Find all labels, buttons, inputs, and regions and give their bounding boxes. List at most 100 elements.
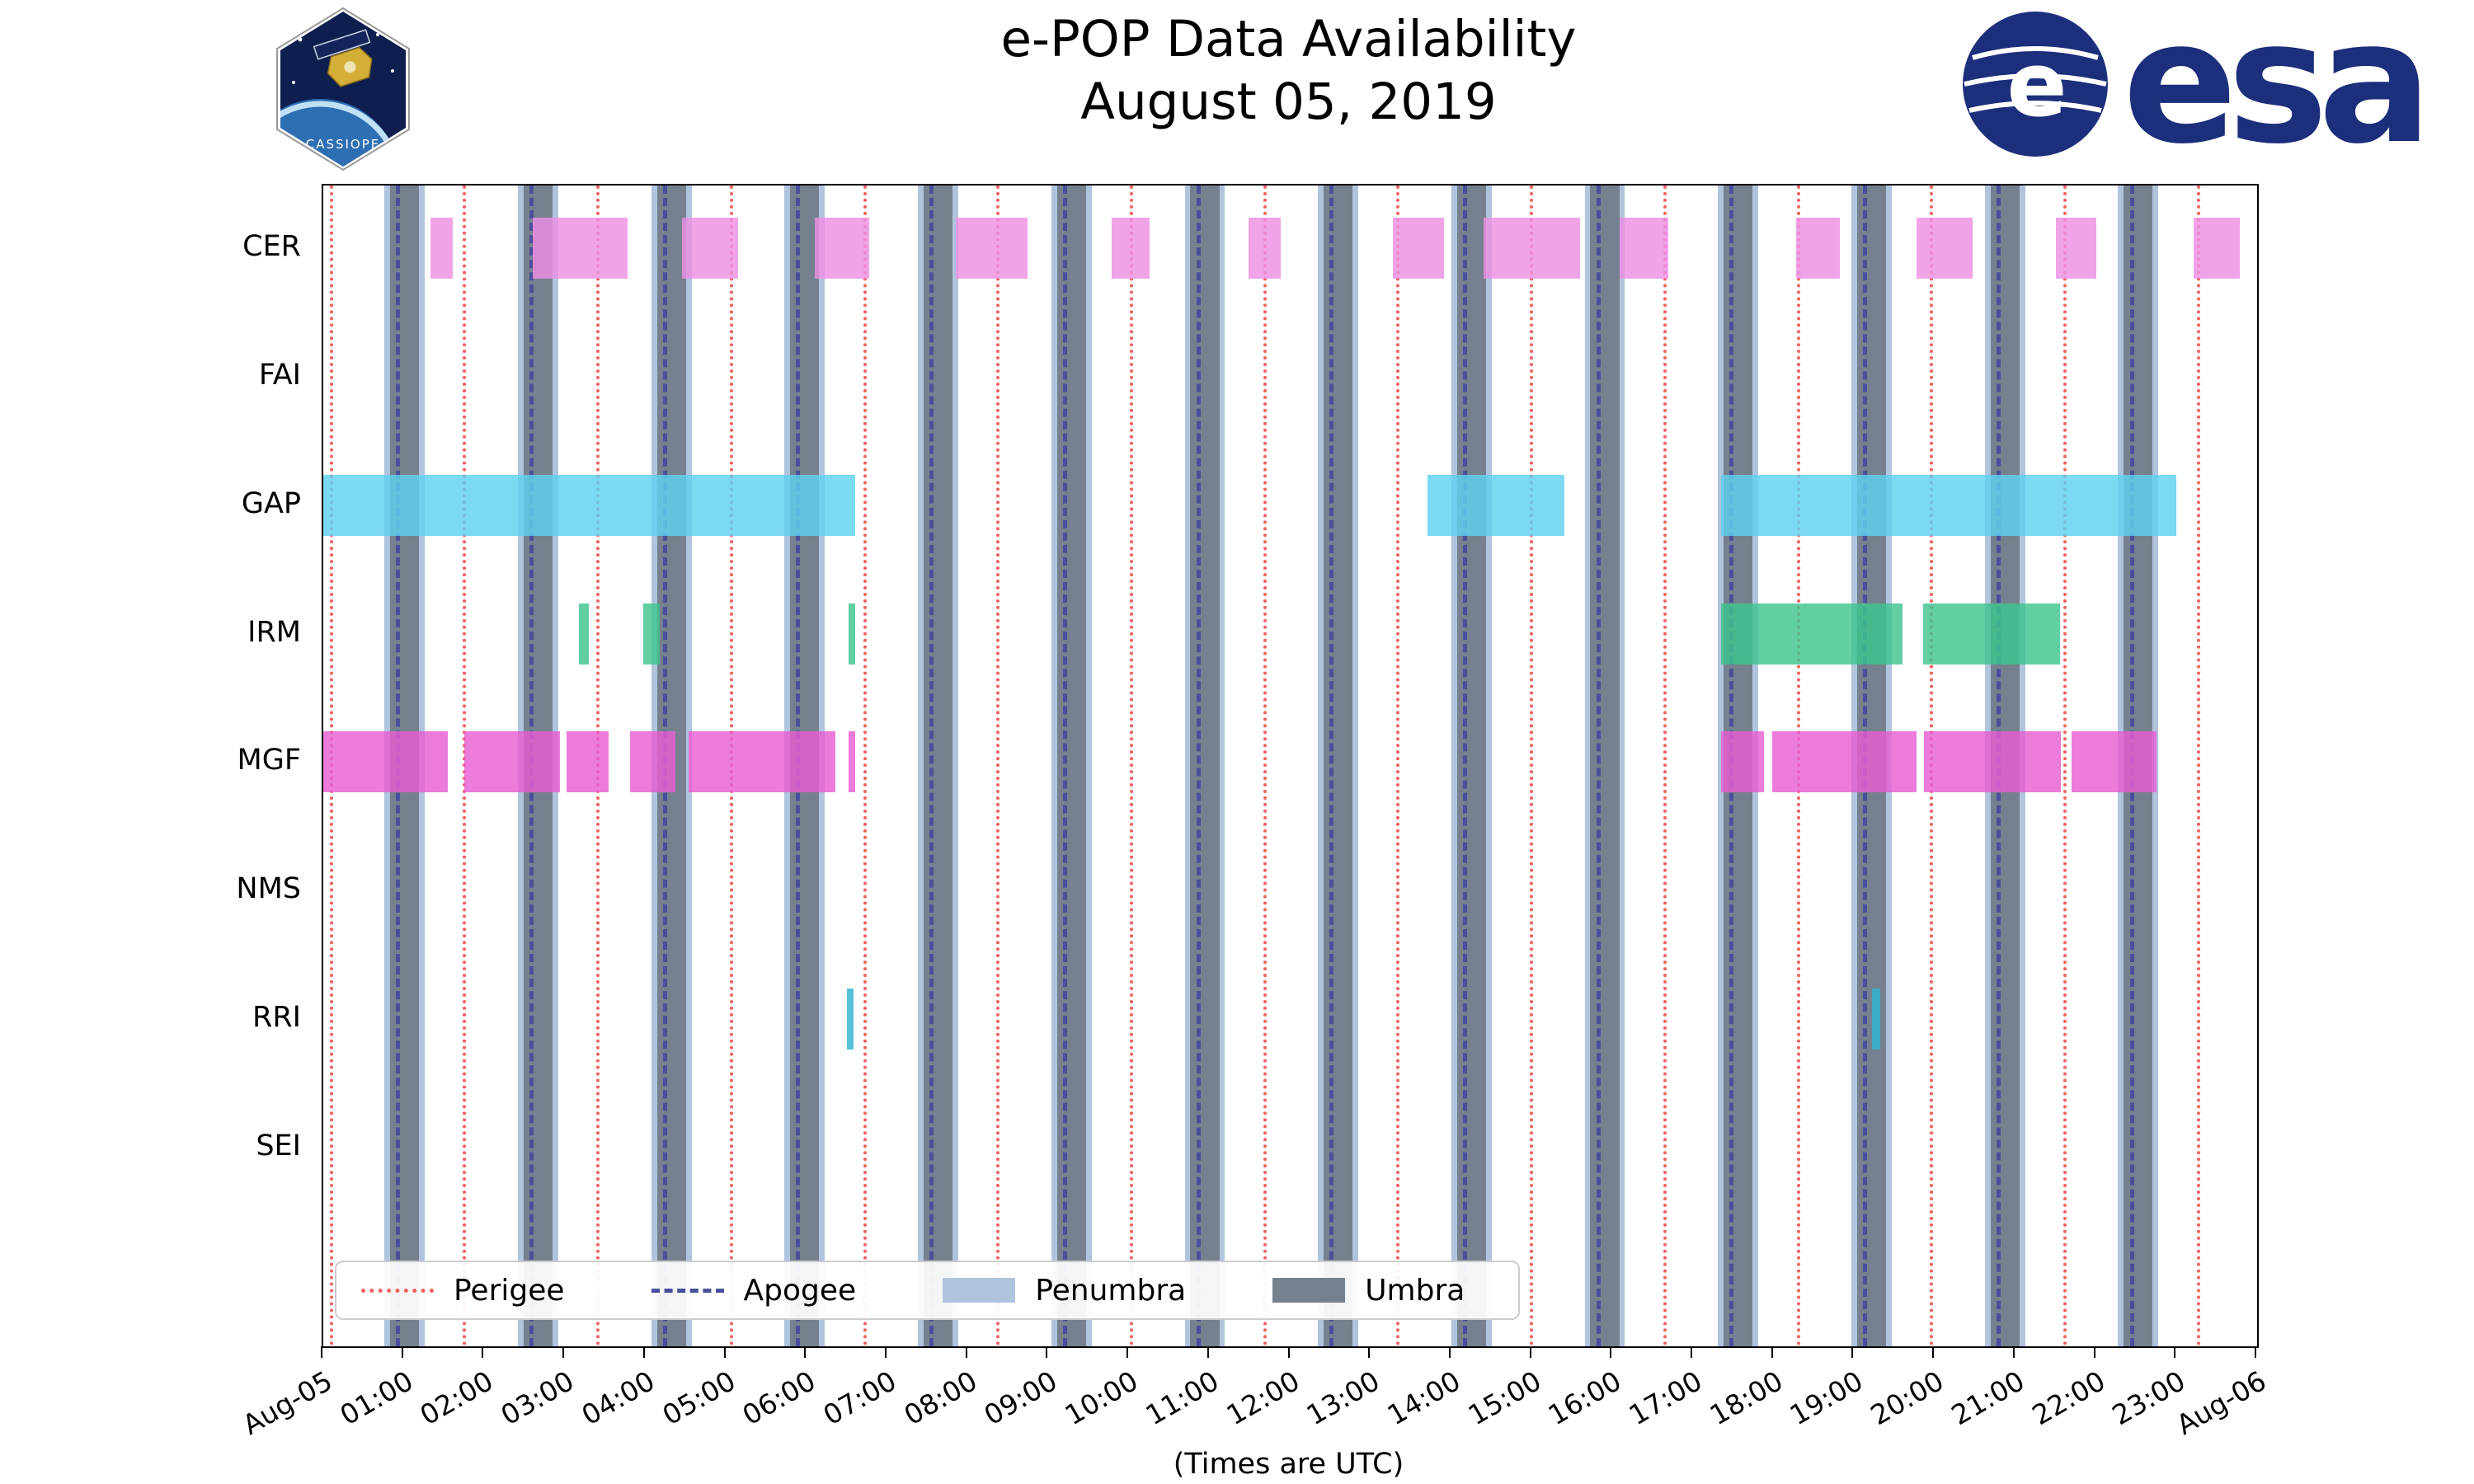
data-bar-mgf — [323, 731, 449, 793]
x-tick-mark — [321, 1346, 322, 1358]
data-bar-cer — [2055, 217, 2096, 279]
x-tick-mark — [884, 1346, 887, 1358]
x-tick-mark — [1932, 1346, 1935, 1358]
x-tick-mark — [2093, 1346, 2095, 1358]
perigee-line — [1396, 186, 1400, 1346]
perigee-line — [996, 186, 1000, 1346]
chart-title: e-POP Data Availability — [1000, 10, 1577, 68]
apogee-line — [1196, 186, 1201, 1346]
umbra-band — [1590, 186, 1620, 1346]
data-bar-cer — [681, 217, 739, 279]
data-bar-cer — [533, 217, 628, 279]
apogee-line — [1596, 186, 1601, 1346]
legend-label: Apogee — [743, 1273, 857, 1308]
apogee-line — [1463, 186, 1468, 1346]
data-bar-gap — [323, 474, 855, 536]
data-bar-cer — [1796, 217, 1840, 279]
plot-area: Perigee Apogee Penumbra Umbra — [322, 184, 2259, 1348]
y-tick-label-irm: IRM — [247, 615, 301, 649]
legend-swatch-perigee — [361, 1288, 434, 1293]
legend-swatch-umbra — [1272, 1278, 1346, 1303]
chart-subtitle: August 05, 2019 — [1080, 73, 1497, 132]
legend-swatch-penumbra — [943, 1278, 1016, 1303]
data-bar-cer — [1392, 217, 1445, 279]
x-tick-mark — [401, 1346, 403, 1358]
x-tick-mark — [1771, 1346, 1773, 1358]
data-bar-irm — [1721, 603, 1903, 665]
legend-item-penumbra: Penumbra — [943, 1274, 1186, 1308]
legend-item-umbra: Umbra — [1272, 1274, 1465, 1308]
y-tick-label-fai: FAI — [258, 358, 301, 392]
chart-title-block: e-POP Data Availability August 05, 2019 — [322, 8, 2255, 134]
umbra-band — [1456, 186, 1486, 1346]
data-bar-cer — [815, 217, 870, 279]
perigee-line — [2062, 186, 2067, 1346]
data-bar-rri — [847, 989, 854, 1050]
x-tick-mark — [1368, 1346, 1371, 1358]
x-tick-mark — [723, 1346, 726, 1358]
x-tick-mark — [1529, 1346, 1531, 1358]
legend-swatch-apogee — [651, 1288, 724, 1293]
perigee-line — [863, 186, 867, 1346]
x-tick-mark — [1610, 1346, 1612, 1358]
data-bar-mgf — [630, 731, 675, 793]
y-tick-label-gap: GAP — [241, 486, 301, 520]
esa-globe-icon: e — [1963, 12, 2108, 157]
data-bar-cer — [430, 217, 454, 279]
x-tick-mark — [1046, 1346, 1048, 1358]
esa-wordmark: esa — [2123, 0, 2432, 181]
x-tick-mark — [1851, 1346, 1854, 1358]
x-tick-mark — [2174, 1346, 2176, 1358]
perigee-line — [1263, 186, 1267, 1346]
data-bar-mgf — [1771, 731, 1917, 793]
data-bar-irm — [578, 603, 590, 665]
data-bar-mgf — [567, 731, 609, 793]
y-tick-label-nms: NMS — [236, 872, 301, 906]
y-tick-label-mgf: MGF — [237, 744, 301, 777]
perigee-line — [1530, 186, 1534, 1346]
legend-label: Penumbra — [1035, 1273, 1187, 1308]
legend: Perigee Apogee Penumbra Umbra — [335, 1261, 1520, 1320]
data-bar-gap — [1427, 474, 1564, 536]
data-bar-irm — [1922, 603, 2060, 665]
umbra-band — [923, 186, 953, 1346]
apogee-line — [929, 186, 934, 1346]
x-tick-mark — [1126, 1346, 1129, 1358]
data-bar-irm — [642, 603, 661, 665]
cassiope-patch-icon: CASSIOPE — [276, 7, 410, 171]
data-bar-cer — [1248, 217, 1281, 279]
y-tick-label-rri: RRI — [252, 1001, 301, 1035]
y-tick-label-sei: SEI — [256, 1129, 301, 1163]
legend-label: Umbra — [1365, 1273, 1465, 1308]
x-tick-mark — [482, 1346, 484, 1358]
perigee-line — [2196, 186, 2200, 1346]
data-bar-mgf — [463, 731, 561, 793]
x-tick-mark — [965, 1346, 967, 1358]
cassiope-logo: CASSIOPE — [272, 7, 414, 171]
x-tick-mark — [642, 1346, 645, 1358]
x-tick-mark — [804, 1346, 807, 1358]
legend-item-perigee: Perigee — [361, 1274, 565, 1308]
legend-label: Perigee — [454, 1273, 565, 1308]
umbra-band — [1324, 186, 1353, 1346]
data-bar-mgf — [1924, 731, 2061, 793]
data-bar-cer — [1111, 217, 1150, 279]
data-bar-irm — [849, 603, 855, 665]
data-bar-cer — [2193, 217, 2241, 279]
data-bar-mgf — [1721, 731, 1765, 793]
perigee-line — [1663, 186, 1667, 1346]
esa-logo: e esa — [1961, 0, 2432, 175]
x-tick-mark — [1691, 1346, 1693, 1358]
legend-item-apogee: Apogee — [651, 1273, 857, 1308]
x-tick-mark — [1287, 1346, 1290, 1358]
data-bar-cer — [956, 217, 1028, 279]
x-tick-mark — [1448, 1346, 1451, 1358]
data-bar-mgf — [849, 731, 855, 793]
svg-text:e: e — [2006, 34, 2067, 137]
data-bar-cer — [1916, 217, 1973, 279]
apogee-line — [1062, 186, 1067, 1346]
cassiope-label: CASSIOPE — [306, 137, 381, 152]
data-bar-cer — [1620, 217, 1668, 279]
apogee-line — [1329, 186, 1334, 1346]
